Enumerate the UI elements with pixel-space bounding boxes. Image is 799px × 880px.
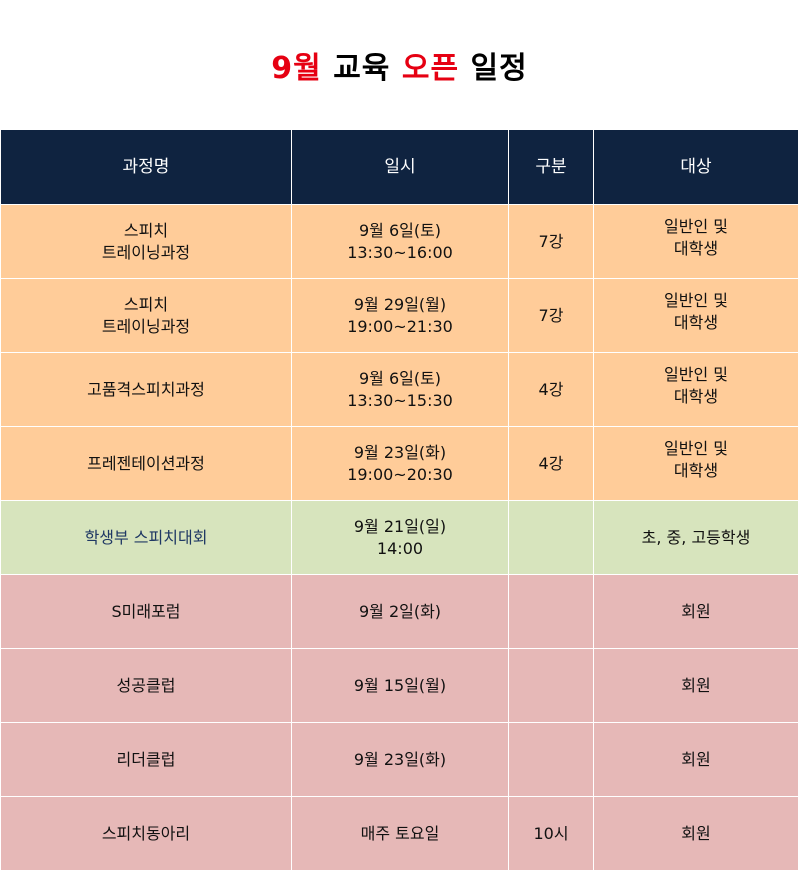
course-name: 스피치 트레이닝과정	[0, 204, 292, 279]
course-target: 회원	[593, 722, 799, 797]
course-date: 9월 15일(월)	[291, 648, 509, 723]
header-course-name: 과정명	[0, 129, 292, 205]
course-name: 프레젠테이션과정	[0, 426, 292, 501]
course-target-text: 일반인 및 대학생	[664, 438, 728, 480]
course-type	[508, 648, 594, 723]
course-target: 회원	[593, 574, 799, 649]
table-row: 리더클럽 9월 23일(화) 회원	[0, 722, 799, 797]
course-date: 9월 2일(화)	[291, 574, 509, 649]
schedule-table: 과정명 일시 구분 대상 스피치 트레이닝과정 9월 6일(토) 13:30~1…	[0, 129, 799, 871]
course-target: 초, 중, 고등학생	[593, 500, 799, 575]
course-target-text: 일반인 및 대학생	[664, 290, 728, 332]
table-row: S미래포럼 9월 2일(화) 회원	[0, 574, 799, 649]
course-name: 학생부 스피치대회	[0, 500, 292, 575]
course-date: 9월 21일(일) 14:00	[291, 500, 509, 575]
course-target-text: 일반인 및 대학생	[664, 364, 728, 406]
course-target: 일반인 및 대학생	[593, 278, 799, 353]
course-date: 9월 23일(화)	[291, 722, 509, 797]
course-type: 4강	[508, 426, 594, 501]
course-target: 회원	[593, 648, 799, 723]
table-row: 스피치 트레이닝과정 9월 6일(토) 13:30~16:00 7강 일반인 및…	[0, 204, 799, 279]
header-target: 대상	[593, 129, 799, 205]
title-open: 오픈	[401, 51, 460, 86]
page-title: 9월 교육 오픈 일정	[271, 43, 527, 87]
title-education: 교육	[333, 51, 391, 86]
header-row: 과정명 일시 구분 대상	[0, 129, 799, 205]
course-date: 9월 29일(월) 19:00~21:30	[291, 278, 509, 353]
table-row: 스피치 트레이닝과정 9월 29일(월) 19:00~21:30 7강 일반인 …	[0, 278, 799, 353]
course-name: 성공클럽	[0, 648, 292, 723]
course-target: 회원	[593, 796, 799, 871]
table-row: 스피치동아리 매주 토요일 10시 회원	[0, 796, 799, 871]
title-month: 9월	[271, 51, 322, 86]
course-type: 7강	[508, 278, 594, 353]
course-target: 일반인 및 대학생	[593, 426, 799, 501]
title-area: 9월 교육 오픈 일정	[0, 0, 799, 130]
course-name: 리더클럽	[0, 722, 292, 797]
table-row: 프레젠테이션과정 9월 23일(화) 19:00~20:30 4강 일반인 및 …	[0, 426, 799, 501]
table-row: 학생부 스피치대회 9월 21일(일) 14:00 초, 중, 고등학생	[0, 500, 799, 575]
course-name: 고품격스피치과정	[0, 352, 292, 427]
course-type	[508, 500, 594, 575]
course-date: 9월 6일(토) 13:30~15:30	[291, 352, 509, 427]
course-name: S미래포럼	[0, 574, 292, 649]
course-target: 일반인 및 대학생	[593, 352, 799, 427]
table-row: 성공클럽 9월 15일(월) 회원	[0, 648, 799, 723]
course-type	[508, 574, 594, 649]
title-schedule: 일정	[470, 51, 528, 86]
course-type: 7강	[508, 204, 594, 279]
header-category: 구분	[508, 129, 594, 205]
course-type	[508, 722, 594, 797]
course-name: 스피치 트레이닝과정	[0, 278, 292, 353]
course-target: 일반인 및 대학생	[593, 204, 799, 279]
course-date: 9월 6일(토) 13:30~16:00	[291, 204, 509, 279]
course-type: 4강	[508, 352, 594, 427]
course-type: 10시	[508, 796, 594, 871]
course-date: 9월 23일(화) 19:00~20:30	[291, 426, 509, 501]
course-target-text: 일반인 및 대학생	[664, 216, 728, 258]
course-date: 매주 토요일	[291, 796, 509, 871]
course-name: 스피치동아리	[0, 796, 292, 871]
table-row: 고품격스피치과정 9월 6일(토) 13:30~15:30 4강 일반인 및 대…	[0, 352, 799, 427]
header-datetime: 일시	[291, 129, 509, 205]
